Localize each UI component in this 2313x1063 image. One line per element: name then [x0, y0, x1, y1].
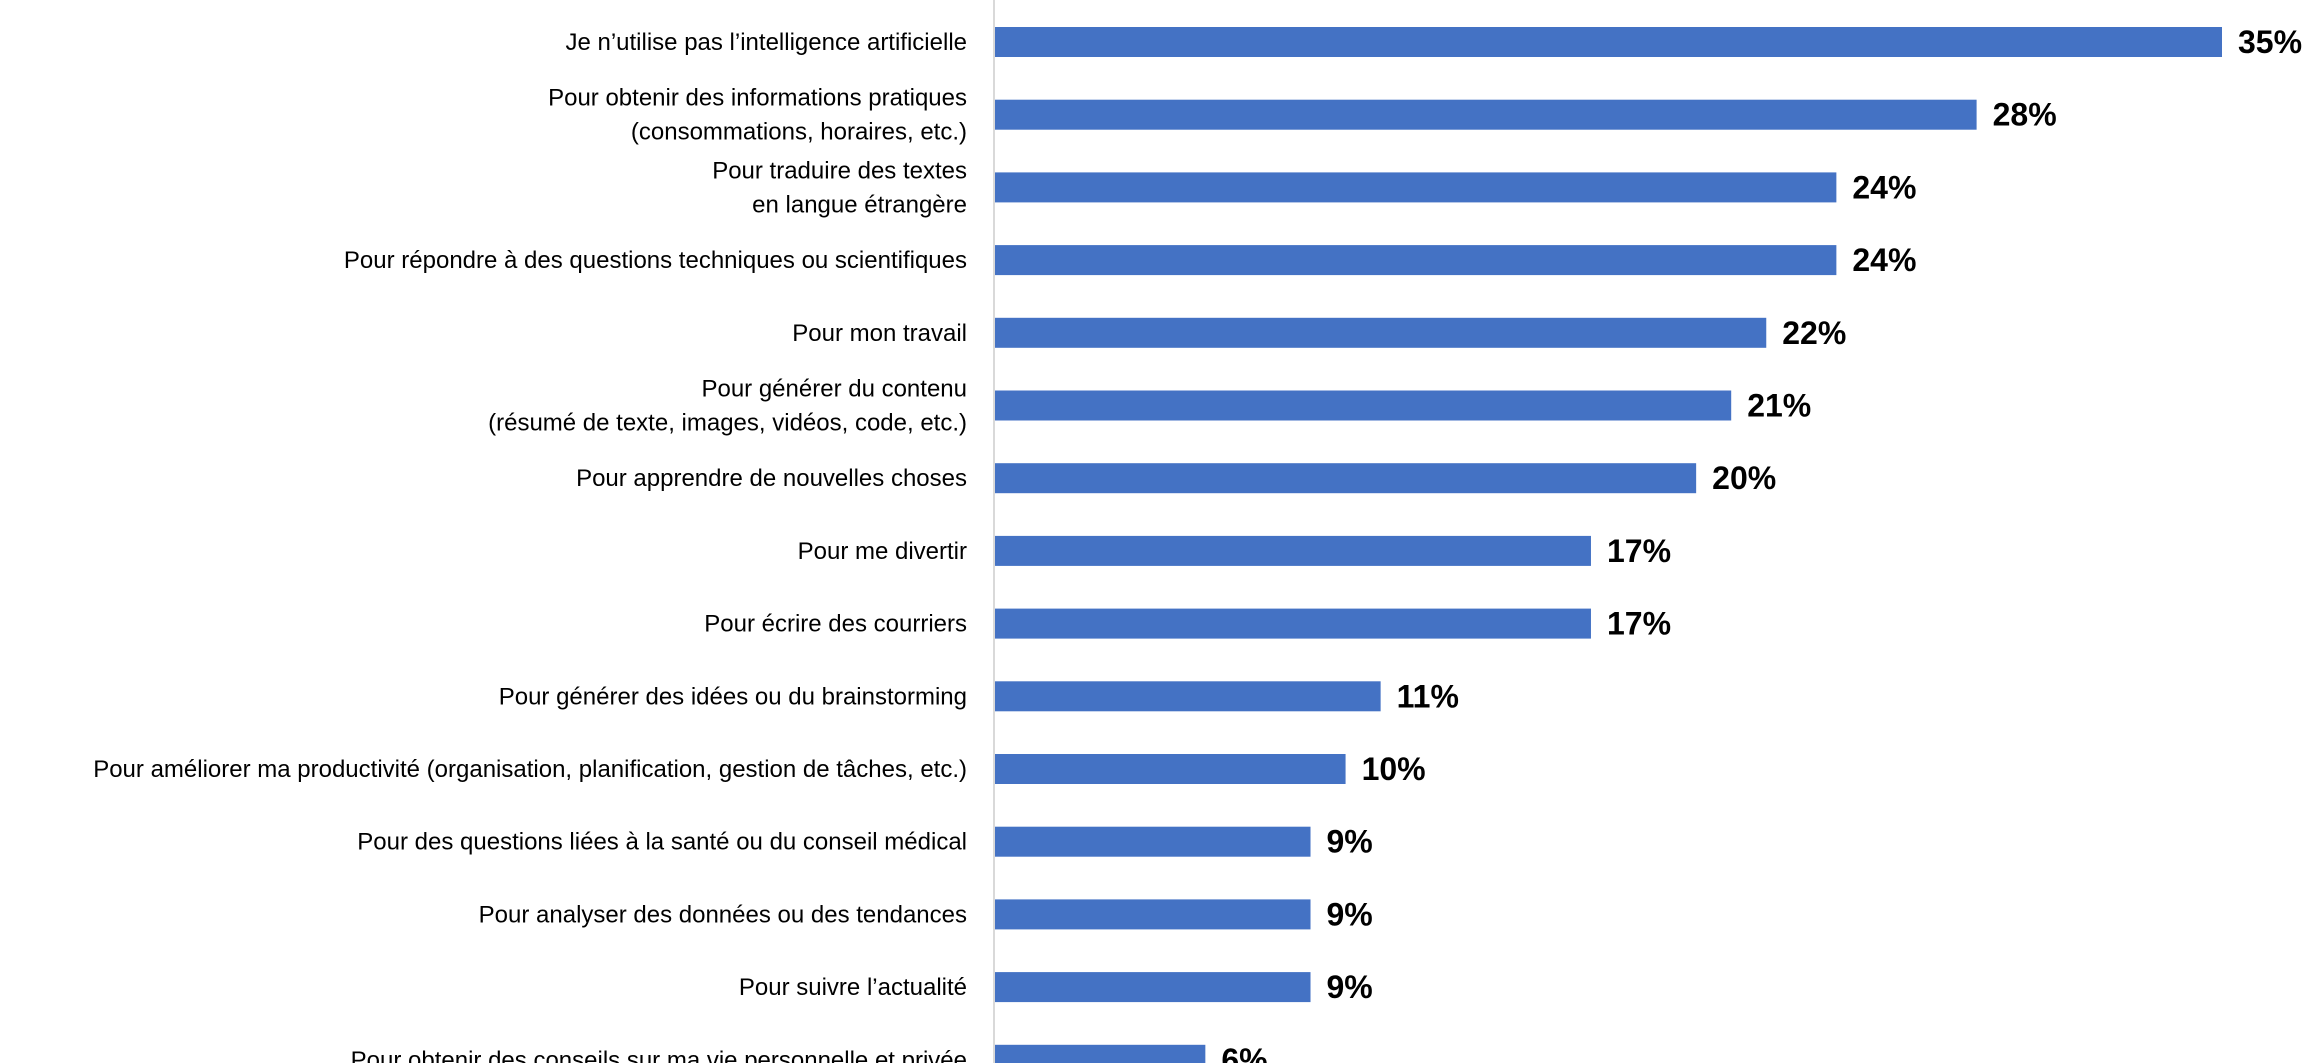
bar: [995, 754, 1346, 784]
category-labels-group: Je n’utilise pas l’intelligence artifici…: [93, 29, 967, 1063]
bar: [995, 390, 1732, 421]
category-label: (consommations, horaires, etc.): [631, 119, 967, 146]
category-label: Pour écrire des courriers: [704, 611, 967, 638]
category-label: Pour obtenir des informations pratiques: [548, 85, 967, 112]
value-labels-group: 35% 28% 24% 24% 22% 21% 20% 17% 17% 11% 10% 9% 9% 9% 6…: [1221, 24, 2302, 1063]
bar: [995, 681, 1381, 712]
bar: [995, 608, 1591, 639]
category-label: Pour me divertir: [798, 538, 967, 565]
category-label: Pour analyser des données ou des tendanc…: [479, 901, 967, 928]
category-label: Je n’utilise pas l’intelligence artifici…: [565, 29, 967, 56]
value-label: 17%: [1607, 606, 1671, 642]
value-label: 24%: [1852, 242, 1916, 278]
category-label: Pour traduire des textes: [712, 157, 967, 184]
value-label: 9%: [1327, 824, 1373, 860]
bar: [995, 172, 1837, 203]
category-label: Pour générer du contenu: [701, 376, 967, 403]
bar: [995, 463, 1697, 494]
bar: [995, 99, 1977, 130]
bar: [995, 972, 1311, 1003]
category-label: Pour mon travail: [792, 320, 967, 347]
category-label: (résumé de texte, images, vidéos, code, …: [488, 410, 967, 437]
value-label: 35%: [2238, 24, 2302, 60]
bar: [995, 317, 1767, 348]
value-label: 6%: [1221, 1042, 1267, 1063]
value-label: 24%: [1852, 169, 1916, 205]
value-label: 9%: [1327, 896, 1373, 932]
bar: [995, 1044, 1206, 1063]
category-label: Pour répondre à des questions techniques…: [344, 247, 967, 274]
category-label: en langue étrangère: [752, 191, 967, 218]
bar: [995, 27, 2222, 57]
value-label: 9%: [1327, 969, 1373, 1005]
bar: [995, 826, 1311, 857]
bar: [995, 535, 1591, 566]
category-label: Pour des questions liées à la santé ou d…: [357, 829, 967, 856]
value-label: 28%: [1993, 97, 2057, 133]
bar: [995, 899, 1311, 930]
bars-group: [995, 27, 2222, 1063]
bar: [995, 245, 1837, 276]
category-label: Pour obtenir des conseils sur ma vie per…: [351, 1047, 967, 1063]
category-label: Pour suivre l’actualité: [739, 974, 967, 1001]
value-label: 17%: [1607, 533, 1671, 569]
category-label: Pour apprendre de nouvelles choses: [576, 465, 967, 492]
value-label: 10%: [1362, 751, 1426, 787]
category-label: Pour générer des idées ou du brainstormi…: [499, 683, 967, 710]
value-label: 21%: [1747, 388, 1811, 424]
category-label: Pour améliorer ma productivité (organisa…: [93, 756, 967, 783]
value-label: 11%: [1397, 678, 1459, 714]
value-label: 20%: [1712, 460, 1776, 496]
value-label: 22%: [1782, 315, 1846, 351]
